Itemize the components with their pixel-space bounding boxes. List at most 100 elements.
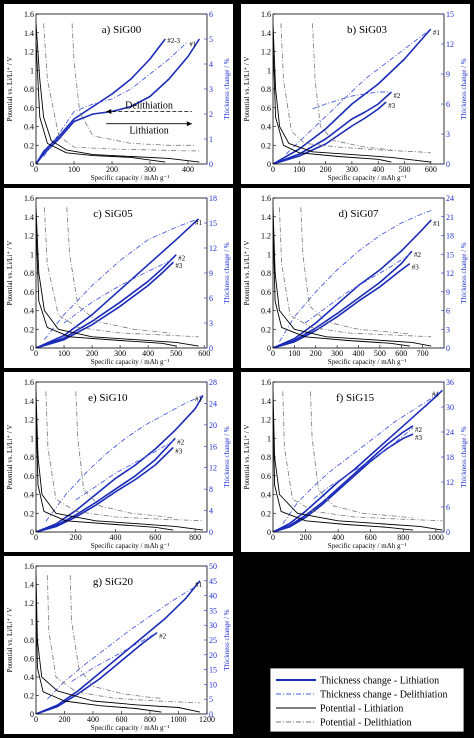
x-tick-label: 100 bbox=[68, 165, 80, 174]
x-tick-label: 300 bbox=[114, 349, 126, 358]
panel-background bbox=[241, 188, 470, 368]
x-tick-label: 0 bbox=[34, 349, 38, 358]
y-tick-label: 1.2 bbox=[24, 232, 34, 241]
x-tick-label: 300 bbox=[331, 349, 343, 358]
x-tick-label: 400 bbox=[110, 533, 122, 542]
y2-tick-label: 12 bbox=[446, 269, 454, 278]
x-tick-label: 400 bbox=[353, 349, 365, 358]
y-tick-label: 0.6 bbox=[261, 472, 271, 481]
x-tick-label: 1200 bbox=[199, 715, 215, 724]
series-group bbox=[273, 389, 443, 532]
y-tick-label: 0.4 bbox=[261, 123, 271, 132]
legend-label: Potential - Lithiation bbox=[320, 704, 403, 715]
y-tick-label: 0.4 bbox=[24, 491, 34, 500]
series-line-thick-lith-0 bbox=[36, 218, 200, 348]
y-tick-label: 0.2 bbox=[261, 509, 271, 518]
series-line-pot-delith-7 bbox=[282, 391, 443, 522]
cycle-label: #3 bbox=[415, 434, 423, 442]
y2-tick-label: 2 bbox=[209, 110, 213, 119]
series-line-thick-delith-3 bbox=[71, 632, 158, 682]
series-line-thick-delith-4 bbox=[313, 427, 414, 500]
lithiation-arrowhead bbox=[186, 121, 192, 127]
series-line-pot-delith-6 bbox=[47, 575, 200, 704]
panel-background bbox=[241, 4, 470, 184]
x-tick-label: 500 bbox=[374, 349, 386, 358]
y2-tick-label: 9 bbox=[209, 269, 213, 278]
y2-tick-label: 16 bbox=[209, 442, 217, 451]
series-line-pot-lith-6 bbox=[36, 226, 177, 347]
series-line-pot-lith-5 bbox=[36, 207, 199, 347]
panel-title: a) SiG00 bbox=[102, 24, 142, 36]
y2-tick-label: 9 bbox=[446, 288, 450, 297]
series-line-thick-lith-0 bbox=[273, 389, 443, 532]
series-line-thick-lith-0 bbox=[273, 219, 432, 348]
y-tick-label: 1 bbox=[267, 434, 271, 443]
y2-tick-label: 21 bbox=[446, 213, 454, 222]
panel-title: e) SiG10 bbox=[88, 392, 128, 404]
series-line-thick-delith-3 bbox=[282, 389, 443, 524]
series-group bbox=[273, 23, 432, 164]
panel-title: c) SiG05 bbox=[93, 208, 133, 220]
y2-tick-label: 15 bbox=[209, 666, 217, 675]
series-line-pot-delith-7 bbox=[280, 23, 431, 154]
chart-panel-6: 0 200 400 600 800 100000.20.40.60.811.21.41.6… bbox=[241, 372, 470, 552]
series-line-pot-lith-6 bbox=[273, 226, 410, 347]
y2-tick-label: 24 bbox=[446, 428, 454, 437]
y-tick-label: 1.2 bbox=[24, 599, 34, 608]
cycle-label: #1 bbox=[433, 29, 441, 37]
chart-panel-2: 0 100 200 300 400 500 600 0 0.2 0.4 0.6 0.8 1 1.2 1.4 1… bbox=[241, 4, 470, 184]
y2-tick-label: 0 bbox=[209, 344, 213, 353]
series-line-thick-delith-2 bbox=[47, 581, 201, 700]
chart-panel-3: 0 100 200 300 400 500 60000.20.40.60.811.21.41… bbox=[4, 188, 233, 368]
series-line-thick-lith-1 bbox=[36, 254, 177, 348]
direction-annotation: Delithiation Lithiation bbox=[106, 101, 192, 137]
x-tick-label: 700 bbox=[417, 349, 429, 358]
y2-axis-title: Thickness change / % bbox=[223, 242, 231, 303]
y-tick-label: 1.6 bbox=[24, 562, 34, 571]
y-tick-label: 1.4 bbox=[261, 29, 271, 38]
y2-tick-label: 12 bbox=[209, 464, 217, 473]
y2-tick-label: 50 bbox=[209, 562, 217, 571]
y2-tick-label: 40 bbox=[209, 592, 217, 601]
series-line-thick-lith-1 bbox=[273, 250, 413, 348]
series-group bbox=[36, 23, 201, 164]
x-tick-label: 200 bbox=[86, 349, 98, 358]
y-tick-label: 0 bbox=[30, 710, 34, 719]
y-tick-label: 0.4 bbox=[24, 673, 34, 682]
y-tick-label: 1.2 bbox=[24, 416, 34, 425]
legend-background bbox=[269, 667, 465, 733]
cycle-label: #2 bbox=[159, 633, 167, 641]
cycle-label: #3 bbox=[175, 447, 183, 455]
series-line-thick-delith-3 bbox=[285, 28, 432, 155]
y-tick-label: 1.4 bbox=[261, 213, 271, 222]
x-tick-label: 400 bbox=[372, 165, 384, 174]
x-tick-label: 400 bbox=[332, 533, 344, 542]
x-tick-label: 0 bbox=[34, 165, 38, 174]
series-line-pot-lith-4 bbox=[36, 575, 200, 713]
y-axis-title: Potential vs. Li/Li⁺ / V bbox=[6, 57, 14, 122]
cycle-label: #1 bbox=[433, 220, 441, 228]
series-line-pot-lith-6 bbox=[273, 410, 414, 531]
y2-tick-label: 25 bbox=[209, 636, 217, 645]
y2-tick-label: 6 bbox=[446, 100, 450, 109]
y-tick-label: 0.2 bbox=[24, 325, 34, 334]
series-line-pot-delith-8 bbox=[75, 391, 174, 519]
x-tick-label: 0 bbox=[271, 349, 275, 358]
series-line-thick-delith-4 bbox=[304, 253, 411, 324]
x-tick-label: 400 bbox=[142, 349, 154, 358]
x-tick-label: 200 bbox=[300, 533, 312, 542]
x-tick-label: 400 bbox=[87, 715, 99, 724]
y2-tick-label: 0 bbox=[209, 710, 213, 719]
chart-panel-5: 0 200 400 600 800 0 0.2 0.4 0.6 0.8 1 1.2 1.4 1.6 0 4 8 1… bbox=[4, 372, 233, 552]
y-tick-label: 0.2 bbox=[24, 692, 34, 701]
x-tick-label: 100 bbox=[288, 349, 300, 358]
series-line-pot-delith-6 bbox=[71, 23, 196, 146]
y2-axis-title: Thickness change / % bbox=[460, 242, 468, 303]
cycle-label: #1 bbox=[432, 390, 440, 398]
y2-tick-label: 15 bbox=[446, 10, 454, 19]
x-tick-label: 600 bbox=[198, 349, 210, 358]
x-axis-title: Specific capacity / mAh g⁻¹ bbox=[328, 542, 407, 550]
y-tick-label: 0.4 bbox=[24, 123, 34, 132]
series-line-thick-delith-4 bbox=[312, 91, 392, 110]
y2-tick-label: 5 bbox=[209, 695, 213, 704]
